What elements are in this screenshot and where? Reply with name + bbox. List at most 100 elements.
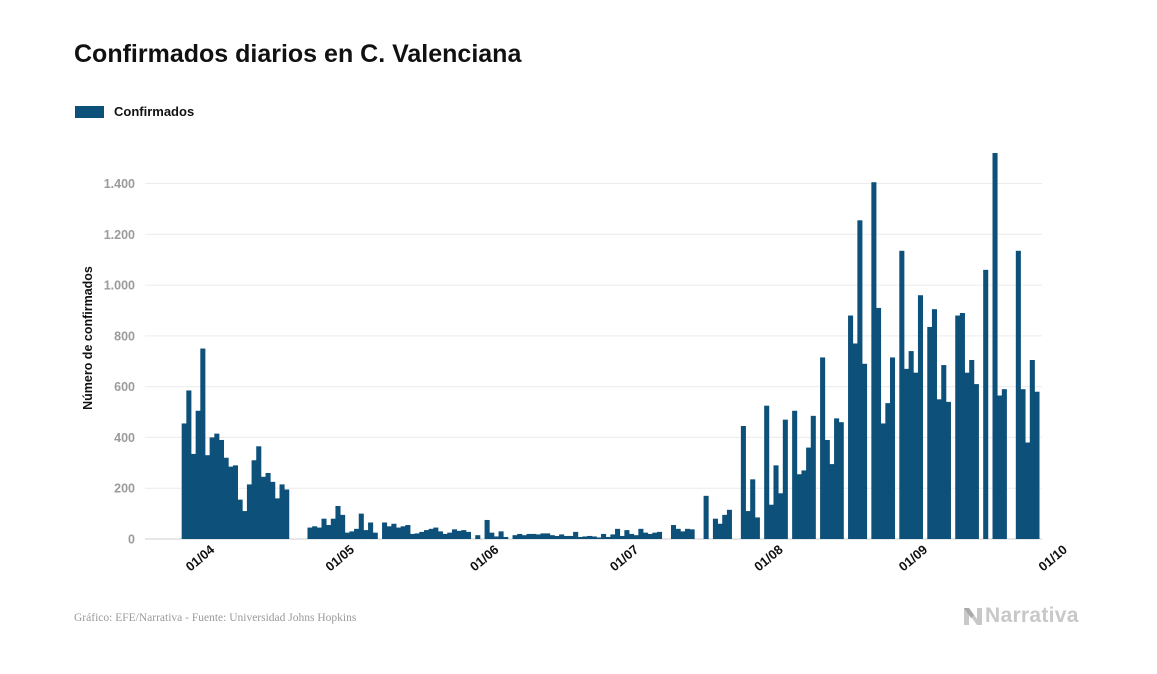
bar bbox=[871, 182, 877, 540]
bar bbox=[903, 368, 910, 539]
bar bbox=[368, 522, 374, 539]
brand-logo: Narrativa bbox=[963, 604, 1079, 628]
x-tick-label: 01/10 bbox=[1035, 542, 1070, 574]
bar bbox=[549, 535, 555, 539]
bar bbox=[410, 533, 416, 539]
x-tick-label: 01/09 bbox=[896, 542, 931, 574]
y-tick-label: 1.400 bbox=[104, 177, 135, 191]
bar bbox=[997, 395, 1003, 539]
bar bbox=[204, 455, 211, 539]
bar bbox=[484, 519, 490, 539]
bar bbox=[372, 532, 378, 539]
legend: Confirmados bbox=[75, 104, 194, 119]
bar bbox=[913, 372, 919, 539]
bar bbox=[405, 525, 411, 539]
bar bbox=[354, 528, 360, 539]
bar bbox=[1025, 442, 1031, 539]
bar bbox=[517, 533, 523, 539]
bar bbox=[703, 495, 709, 539]
bar bbox=[433, 527, 439, 539]
bar bbox=[559, 534, 565, 539]
bar bbox=[745, 511, 751, 539]
bar bbox=[195, 410, 201, 539]
bar bbox=[848, 315, 854, 539]
bar bbox=[955, 315, 961, 539]
bar bbox=[778, 493, 784, 539]
x-axis: 01/04 01/05 01/06 01/07 01/08 01/09 01/10 bbox=[183, 541, 1070, 574]
bar bbox=[834, 418, 840, 539]
bar bbox=[461, 530, 467, 539]
bar bbox=[880, 423, 886, 539]
bar bbox=[503, 536, 509, 539]
y-tick-label: 1.200 bbox=[104, 228, 135, 242]
bar bbox=[442, 533, 448, 539]
bar bbox=[969, 359, 975, 539]
bar bbox=[465, 531, 471, 539]
bar bbox=[414, 533, 420, 539]
bar bbox=[563, 535, 569, 539]
y-tick-label: 200 bbox=[114, 482, 135, 496]
bar bbox=[908, 351, 914, 539]
bar bbox=[228, 466, 234, 539]
bar bbox=[256, 446, 262, 539]
bar bbox=[531, 533, 537, 539]
brand-label: Narrativa bbox=[985, 604, 1079, 627]
bar bbox=[647, 533, 653, 539]
bar bbox=[773, 465, 779, 539]
bar bbox=[638, 528, 644, 539]
bar bbox=[321, 518, 327, 539]
bars bbox=[181, 153, 1040, 540]
narrativa-logo-icon bbox=[964, 608, 982, 625]
bar bbox=[447, 532, 453, 539]
y-tick-label: 800 bbox=[114, 329, 135, 343]
bar bbox=[615, 528, 621, 539]
bar bbox=[862, 363, 868, 539]
bar bbox=[554, 535, 560, 539]
bar bbox=[349, 531, 355, 539]
bar bbox=[801, 470, 807, 539]
bar bbox=[927, 326, 933, 539]
y-axis-label: Número de confirmados bbox=[81, 266, 95, 410]
legend-label: Confirmados bbox=[114, 104, 195, 119]
bar bbox=[768, 504, 774, 539]
bar bbox=[1034, 391, 1040, 539]
bar bbox=[945, 401, 951, 539]
bar bbox=[941, 365, 947, 539]
bar bbox=[824, 439, 830, 539]
bar bbox=[917, 295, 924, 539]
bar bbox=[591, 536, 597, 539]
bar bbox=[885, 403, 891, 539]
bar bbox=[680, 531, 686, 539]
bar bbox=[857, 220, 863, 539]
x-tick-label: 01/08 bbox=[751, 542, 786, 574]
x-tick-label: 01/04 bbox=[183, 541, 218, 574]
bar bbox=[260, 476, 266, 539]
x-tick-label: 01/06 bbox=[467, 542, 502, 574]
bar bbox=[498, 531, 504, 539]
bar bbox=[582, 536, 588, 539]
bar bbox=[223, 457, 229, 539]
bar bbox=[633, 535, 639, 539]
bar bbox=[251, 460, 257, 539]
legend-swatch bbox=[75, 105, 104, 118]
bar bbox=[326, 525, 332, 539]
bar bbox=[526, 533, 532, 539]
bar bbox=[521, 535, 527, 539]
bar bbox=[1029, 359, 1035, 539]
source-note: Gráfico: EFE/Narrativa - Fuente: Univers… bbox=[74, 612, 357, 624]
bar bbox=[200, 348, 206, 539]
bar bbox=[545, 533, 551, 539]
bar bbox=[396, 527, 402, 539]
y-tick-label: 0 bbox=[128, 533, 135, 547]
bar bbox=[796, 474, 802, 539]
bar bbox=[605, 536, 611, 539]
bar bbox=[689, 529, 695, 539]
bar bbox=[964, 372, 970, 539]
bar bbox=[684, 528, 691, 539]
bar bbox=[712, 518, 718, 539]
bar bbox=[973, 384, 979, 539]
bar bbox=[675, 528, 681, 539]
bar bbox=[810, 415, 816, 539]
bar bbox=[656, 531, 663, 539]
